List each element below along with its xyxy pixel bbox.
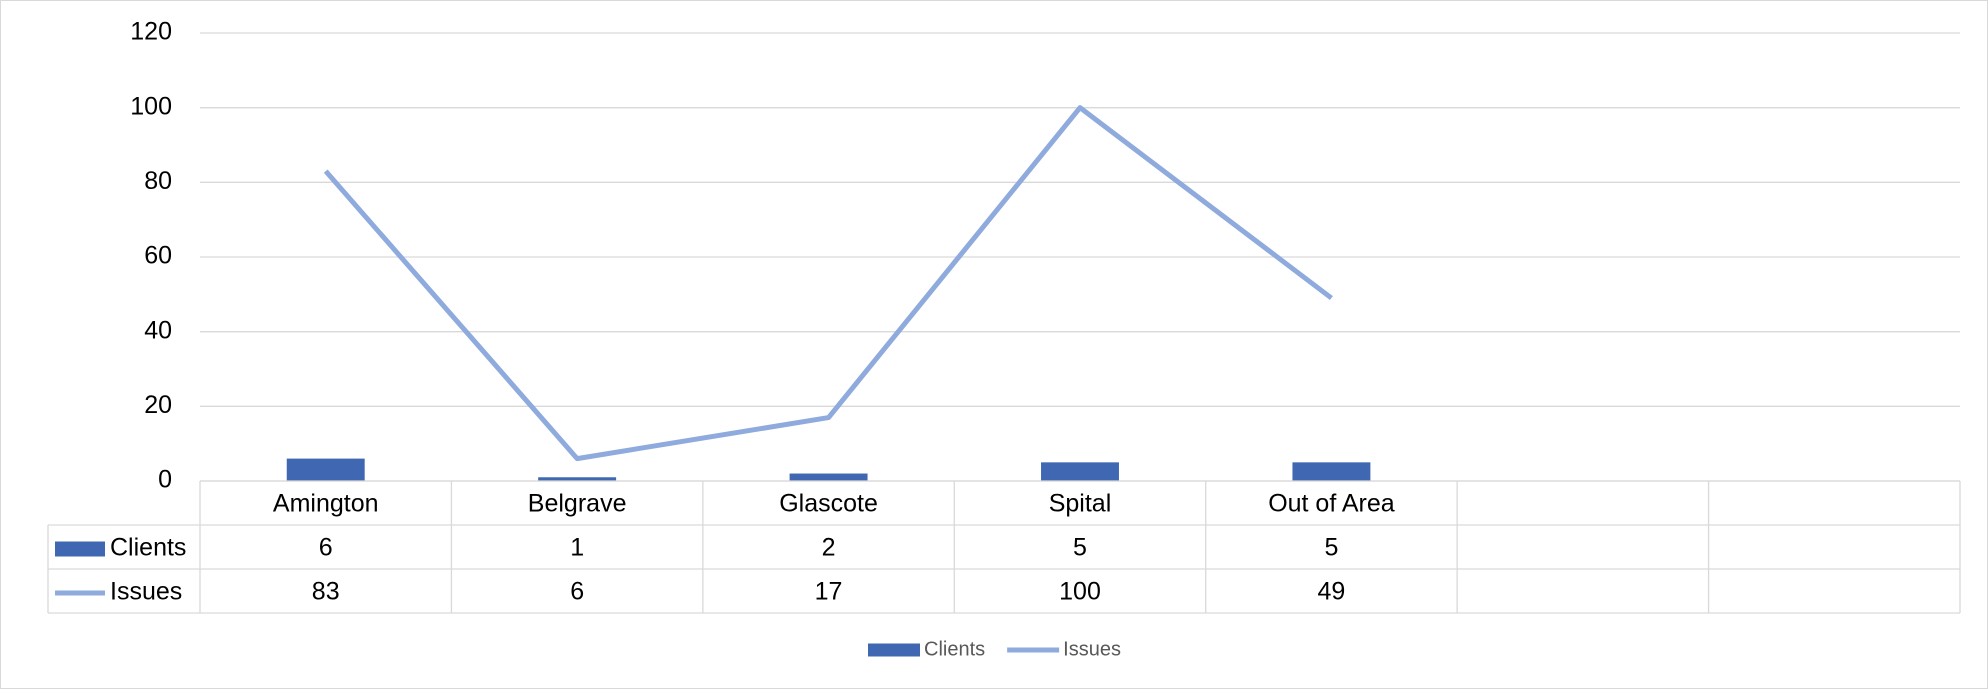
line bbox=[323, 105, 1333, 462]
y-tick-label: 60 bbox=[144, 242, 172, 270]
y-tick-label: 0 bbox=[158, 466, 172, 494]
table-value: 2 bbox=[822, 534, 836, 562]
y-tick-label: 100 bbox=[130, 92, 172, 120]
bar bbox=[538, 477, 617, 481]
x-tick-label: Out of Area bbox=[1268, 490, 1395, 518]
table-series-name: Issues bbox=[110, 578, 182, 606]
y-tick-label: 80 bbox=[144, 167, 172, 195]
table-value: 100 bbox=[1059, 578, 1101, 606]
x-tick-label: Spital bbox=[1049, 490, 1112, 518]
bar bbox=[286, 458, 365, 481]
table-value: 6 bbox=[570, 578, 584, 606]
table-value: 1 bbox=[570, 534, 584, 562]
x-tick-label: Belgrave bbox=[528, 490, 627, 518]
table-value: 6 bbox=[319, 534, 333, 562]
table-value: 83 bbox=[312, 578, 340, 606]
table-value: 5 bbox=[1073, 534, 1087, 562]
table-value: 17 bbox=[815, 578, 843, 606]
legend-label: Clients bbox=[924, 638, 985, 660]
bar bbox=[1041, 462, 1119, 481]
legend-key bbox=[55, 541, 105, 557]
y-tick-label: 40 bbox=[144, 316, 172, 344]
bar bbox=[1292, 462, 1371, 481]
y-tick-label: 20 bbox=[144, 391, 172, 419]
legend-key bbox=[868, 643, 920, 657]
table-value: 5 bbox=[1324, 534, 1338, 562]
legend-label: Issues bbox=[1063, 638, 1121, 660]
table-value: 49 bbox=[1318, 578, 1346, 606]
table-series-name: Clients bbox=[110, 534, 186, 562]
bar bbox=[789, 473, 868, 481]
x-tick-label: Glascote bbox=[779, 490, 878, 518]
x-tick-label: Amington bbox=[273, 490, 379, 518]
y-tick-label: 120 bbox=[130, 18, 172, 46]
